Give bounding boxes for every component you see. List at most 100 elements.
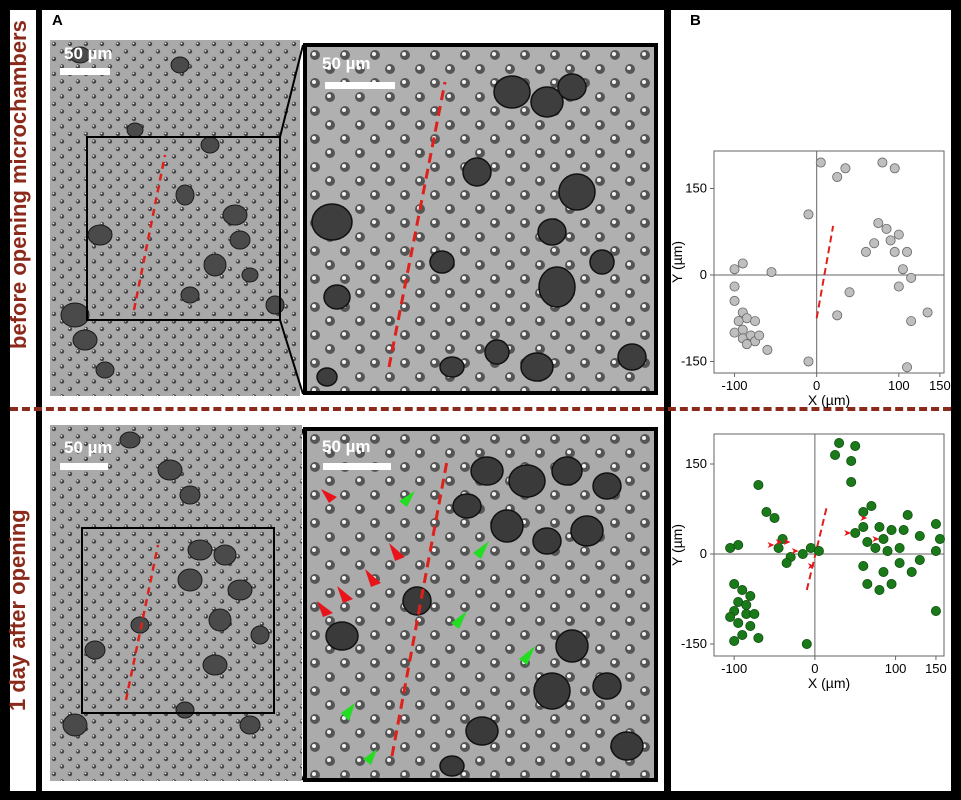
data-point xyxy=(729,295,740,306)
scale-bar-label-after-zoom: 50 µm xyxy=(322,437,371,456)
data-point xyxy=(733,316,744,327)
data-point xyxy=(846,455,857,466)
data-point xyxy=(840,163,851,174)
data-point xyxy=(750,316,761,327)
data-point xyxy=(889,163,900,174)
data-point xyxy=(761,507,772,518)
micrograph-before-zoom xyxy=(303,43,658,395)
data-point xyxy=(930,519,941,530)
data-point xyxy=(874,522,885,533)
arrowhead-marker xyxy=(767,542,775,548)
data-point xyxy=(878,534,889,545)
data-point xyxy=(893,229,904,240)
data-point xyxy=(881,223,892,234)
data-point xyxy=(729,635,740,646)
data-point xyxy=(874,584,885,595)
x-tick-label: 100 xyxy=(888,378,910,393)
scatter-before-svg: -100 0 100 150 -150 0 150 X (µm) Y (µm) xyxy=(669,150,951,408)
data-point xyxy=(873,218,884,229)
data-point xyxy=(906,566,917,577)
data-point xyxy=(737,258,748,269)
data-point xyxy=(741,339,752,350)
data-point xyxy=(862,578,873,589)
data-point xyxy=(781,557,792,568)
plot-frame xyxy=(713,433,945,657)
data-point xyxy=(766,267,777,278)
plot-frame xyxy=(713,150,945,374)
data-point xyxy=(753,632,764,643)
data-point xyxy=(886,578,897,589)
scatter-after-svg: -100 0 100 150 -150 0 150 X (µm) Y (µm) xyxy=(669,433,947,691)
data-point xyxy=(902,362,913,373)
data-point xyxy=(729,578,740,589)
data-point xyxy=(729,264,740,275)
data-point xyxy=(858,560,869,571)
y-axis-title: Y (µm) xyxy=(669,241,685,283)
panel-separator-bar xyxy=(664,10,671,791)
y-tick-label: 150 xyxy=(685,456,707,471)
data-point xyxy=(858,507,869,518)
micrograph-after-zoom xyxy=(303,427,658,782)
data-point xyxy=(737,324,748,335)
data-point xyxy=(870,543,881,554)
cut-line xyxy=(815,225,835,319)
data-point xyxy=(844,287,855,298)
data-point xyxy=(737,584,748,595)
data-point xyxy=(834,437,845,448)
data-point xyxy=(866,501,877,512)
x-tick-label: -100 xyxy=(722,378,748,393)
data-point xyxy=(749,608,760,619)
y-tick-label: 0 xyxy=(700,267,707,282)
scale-bar-label-before-overview: 50 µm xyxy=(64,44,113,63)
data-point xyxy=(830,449,841,460)
arrowhead-marker xyxy=(844,530,852,536)
data-point xyxy=(741,313,752,324)
frame-top-border xyxy=(0,0,961,10)
x-axis-title: X (µm) xyxy=(808,675,850,691)
data-point xyxy=(803,356,814,367)
arrowhead-marker xyxy=(807,563,815,569)
data-point xyxy=(914,555,925,566)
data-point xyxy=(737,629,748,640)
data-point xyxy=(889,246,900,257)
data-point xyxy=(882,546,893,557)
data-point xyxy=(832,310,843,321)
data-point xyxy=(729,281,740,292)
data-point xyxy=(934,534,945,545)
data-point xyxy=(769,513,780,524)
scale-bar-label-after-overview: 50 µm xyxy=(64,438,113,457)
x-tick-label: 100 xyxy=(885,661,907,676)
data-point xyxy=(773,543,784,554)
y-tick-label: 150 xyxy=(685,180,707,195)
data-point xyxy=(914,531,925,542)
data-point xyxy=(897,264,908,275)
data-point xyxy=(725,543,736,554)
arrowhead-marker xyxy=(791,548,799,554)
data-point xyxy=(902,246,913,257)
data-point xyxy=(813,546,824,557)
x-tick-label: 0 xyxy=(811,661,818,676)
scale-bar-label-before-zoom: 50 µm xyxy=(322,54,371,73)
y-axis-title: Y (µm) xyxy=(669,524,685,566)
scatter-after: -100 0 100 150 -150 0 150 X (µm) Y (µm) xyxy=(669,428,950,691)
data-point xyxy=(733,617,744,628)
cut-line xyxy=(805,505,828,591)
data-point xyxy=(754,330,765,341)
x-tick-label: 150 xyxy=(929,378,951,393)
data-point xyxy=(803,209,814,220)
data-point xyxy=(860,246,871,257)
data-point xyxy=(815,157,826,168)
row-divider-dashed xyxy=(10,407,951,411)
data-point xyxy=(801,638,812,649)
data-point xyxy=(753,480,764,491)
micrograph-after-overview xyxy=(50,425,302,781)
data-point xyxy=(846,477,857,488)
data-point xyxy=(850,528,861,539)
data-point xyxy=(797,549,808,560)
data-point xyxy=(725,611,736,622)
panel-label-a: A xyxy=(52,12,63,29)
data-point xyxy=(858,522,869,533)
data-point xyxy=(902,510,913,521)
x-tick-label: 0 xyxy=(813,378,820,393)
